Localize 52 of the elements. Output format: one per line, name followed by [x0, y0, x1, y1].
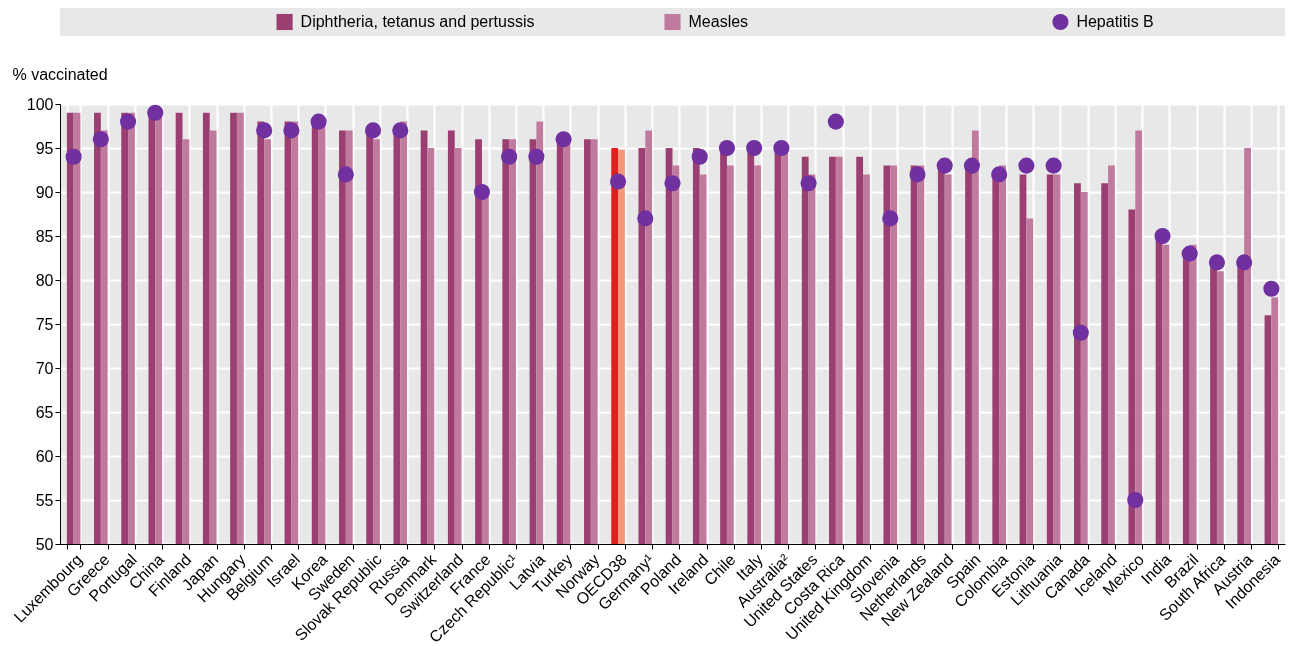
- point: [392, 122, 409, 139]
- y-tick-label: 80: [35, 271, 54, 289]
- point: [283, 122, 300, 139]
- point: [528, 148, 545, 165]
- point: [963, 157, 981, 174]
- y-tick-label: 75: [35, 315, 54, 333]
- point: [718, 139, 736, 157]
- y-tick-label: 55: [35, 491, 54, 509]
- y-tick-label: 90: [35, 183, 54, 201]
- point: [1018, 157, 1035, 174]
- point: [364, 122, 382, 139]
- point: [1236, 254, 1253, 271]
- point: [501, 148, 518, 165]
- point: [1045, 157, 1062, 174]
- point: [882, 210, 899, 227]
- point: [827, 113, 844, 130]
- point: [1181, 245, 1198, 262]
- y-tick-label: 50: [35, 535, 54, 553]
- point: [473, 183, 491, 201]
- point: [800, 175, 817, 192]
- legend-label: Hepatitis B: [1076, 13, 1154, 30]
- y-tick-label: 95: [35, 139, 54, 157]
- point: [1154, 227, 1171, 245]
- point: [637, 210, 654, 227]
- point: [664, 175, 681, 192]
- point: [909, 166, 926, 183]
- legend-label: Diphtheria, tetanus and pertussis: [300, 13, 535, 30]
- point: [691, 148, 708, 165]
- point: [609, 173, 627, 190]
- point: [1072, 324, 1089, 341]
- y-tick-label: 60: [35, 447, 54, 465]
- point: [936, 157, 953, 174]
- point: [991, 166, 1008, 183]
- point: [1127, 491, 1144, 509]
- point: [256, 122, 273, 139]
- point: [65, 148, 82, 165]
- point: [746, 139, 763, 157]
- y-axis-title: % vaccinated: [12, 65, 108, 83]
- point: [310, 113, 327, 130]
- point: [119, 113, 137, 130]
- legend-label: Measles: [688, 13, 749, 30]
- point: [147, 104, 164, 121]
- point: [1263, 280, 1280, 297]
- point: [92, 131, 109, 148]
- y-tick-label: 85: [35, 227, 54, 245]
- point: [555, 131, 572, 148]
- point: [337, 166, 354, 183]
- y-tick-label: 70: [35, 359, 54, 377]
- y-tick-label: 100: [26, 95, 54, 113]
- y-tick-label: 65: [35, 403, 54, 421]
- point: [1208, 254, 1226, 271]
- point: [773, 139, 790, 157]
